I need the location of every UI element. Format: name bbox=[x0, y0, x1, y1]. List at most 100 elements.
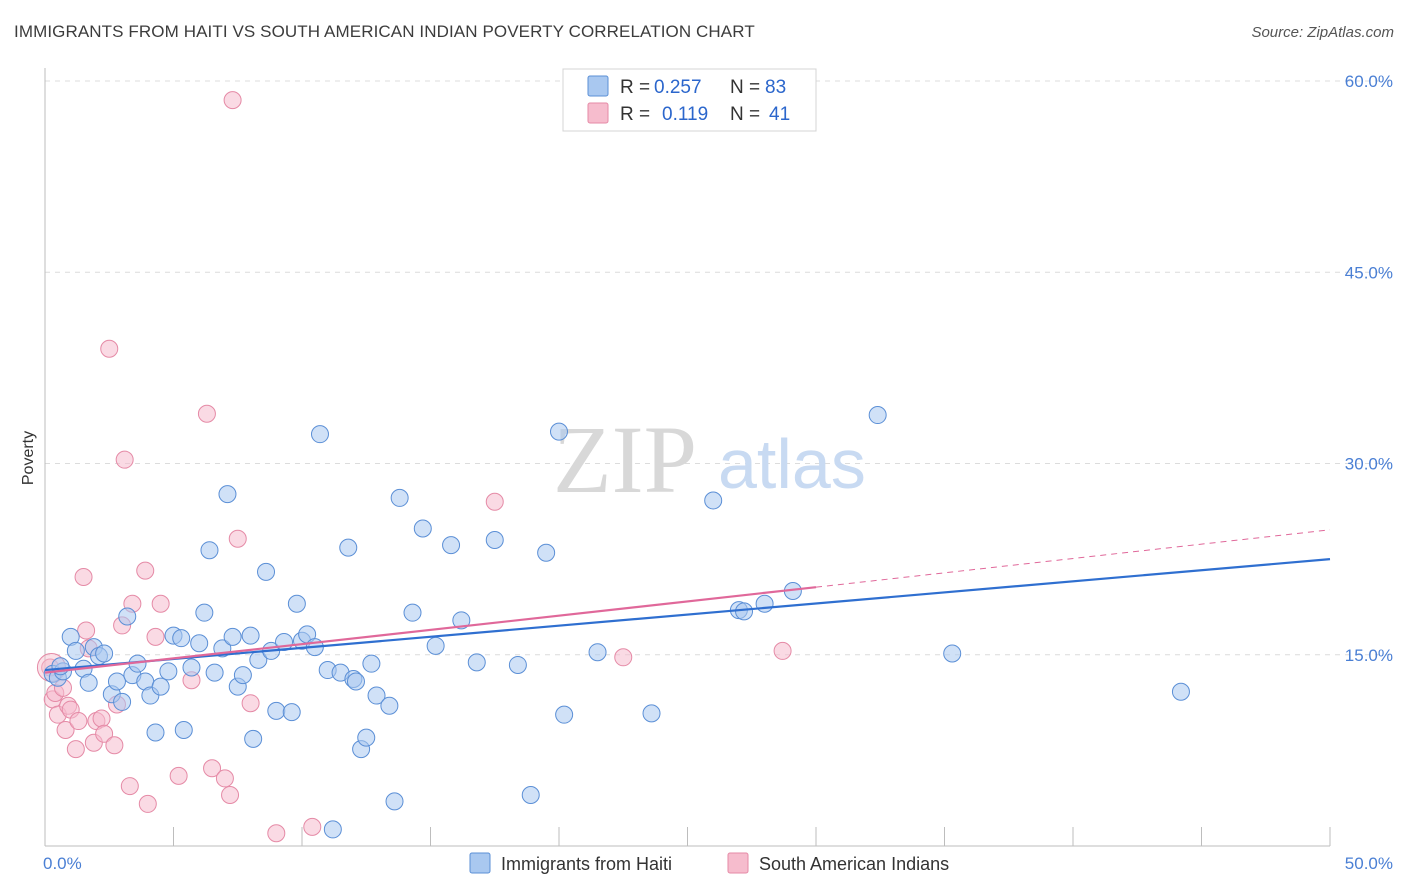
bottom-legend-label-1: Immigrants from Haiti bbox=[501, 854, 672, 874]
blue-point-42 bbox=[287, 594, 306, 613]
blue-point-27 bbox=[200, 541, 219, 560]
legend-r-label-1: R = bbox=[620, 77, 650, 98]
pink-point-21 bbox=[115, 450, 134, 469]
blue-point-18 bbox=[146, 723, 165, 742]
blue-point-76 bbox=[735, 602, 754, 621]
blue-point-13 bbox=[118, 607, 137, 626]
blue-point-41 bbox=[282, 703, 301, 722]
legend-r-value-2: 0.119 bbox=[662, 104, 708, 125]
pink-point-24 bbox=[136, 561, 155, 580]
blue-point-73 bbox=[642, 704, 661, 723]
blue-point-22 bbox=[172, 629, 191, 648]
blue-point-70 bbox=[550, 422, 568, 441]
pink-point-9 bbox=[69, 712, 88, 731]
blue-point-55 bbox=[362, 654, 381, 673]
trend-line-blue bbox=[44, 558, 1331, 672]
blue-point-35 bbox=[244, 729, 263, 748]
y-tick-label-2: 45.0% bbox=[1345, 263, 1393, 282]
pink-point-37 bbox=[303, 817, 322, 836]
blue-point-65 bbox=[467, 653, 486, 672]
blue-point-67 bbox=[508, 655, 527, 674]
legend-r-label-2: R = bbox=[620, 104, 650, 125]
blue-point-66 bbox=[485, 531, 504, 549]
pink-point-35 bbox=[241, 694, 260, 713]
x-tick-label-1: 50.0% bbox=[1345, 854, 1393, 873]
blue-point-23 bbox=[174, 720, 193, 739]
blue-point-34 bbox=[241, 626, 260, 645]
y-axis-label: Poverty bbox=[20, 431, 37, 485]
pink-point-5 bbox=[56, 720, 75, 739]
legend-r-value-1: 0.257 bbox=[654, 77, 702, 98]
blue-point-46 bbox=[310, 425, 329, 444]
blue-point-39 bbox=[267, 701, 286, 720]
blue-point-33 bbox=[233, 666, 252, 685]
y-tick-label-3: 60.0% bbox=[1345, 72, 1393, 91]
blue-point-50 bbox=[339, 538, 358, 557]
blue-point-30 bbox=[218, 485, 237, 504]
blue-point-58 bbox=[385, 792, 404, 811]
y-tick-label-0: 15.0% bbox=[1345, 646, 1393, 665]
bottom-legend-swatch-pink bbox=[727, 852, 749, 874]
blue-point-57 bbox=[380, 696, 399, 715]
pink-point-15 bbox=[92, 709, 111, 728]
pink-point-32 bbox=[215, 769, 234, 788]
pink-point-31 bbox=[203, 759, 222, 778]
blue-point-52 bbox=[346, 672, 365, 691]
blue-point-77 bbox=[755, 594, 774, 613]
blue-point-20 bbox=[159, 662, 178, 681]
bottom-legend-swatch-blue bbox=[469, 852, 491, 874]
x-tick-label-0: 0.0% bbox=[43, 854, 82, 873]
legend-swatch-pink bbox=[587, 102, 609, 124]
pink-point-10 bbox=[74, 567, 93, 586]
pink-point-34 bbox=[228, 529, 247, 548]
blue-point-80 bbox=[943, 644, 962, 663]
blue-point-74 bbox=[704, 491, 723, 510]
trend-lines bbox=[44, 529, 1331, 674]
blue-point-12 bbox=[113, 692, 132, 711]
blue-point-25 bbox=[190, 634, 209, 653]
pink-point-33 bbox=[221, 786, 240, 804]
legend-n-label-1: N = bbox=[730, 77, 760, 98]
pink-point-outlier bbox=[223, 91, 242, 110]
blue-point-28 bbox=[205, 663, 224, 682]
blue-point-48 bbox=[323, 820, 342, 839]
pink-point-22 bbox=[120, 777, 139, 796]
pink-point-26 bbox=[146, 627, 165, 646]
blue-point-26 bbox=[195, 603, 214, 622]
blue-point-72 bbox=[588, 643, 607, 662]
pink-point-36 bbox=[267, 824, 286, 843]
blue-point-69 bbox=[537, 543, 556, 562]
blue-point-79 bbox=[868, 406, 887, 425]
blue-point-24 bbox=[182, 658, 201, 677]
blue-point-71 bbox=[555, 705, 574, 724]
blue-point-37 bbox=[257, 562, 276, 581]
pink-point-17 bbox=[100, 339, 119, 358]
trend-line-pink-dashed bbox=[815, 529, 1331, 588]
blue-point-63 bbox=[442, 536, 461, 555]
pink-point-38 bbox=[485, 492, 504, 511]
blue-point-62 bbox=[426, 636, 445, 655]
legend-n-label-2: N = bbox=[730, 104, 760, 125]
y-tick-label-1: 30.0% bbox=[1345, 455, 1393, 474]
legend: R = 0.257 N = 83 R = 0.119 N = 41 bbox=[562, 68, 817, 132]
pink-point-8 bbox=[66, 740, 85, 759]
pink-point-39 bbox=[614, 648, 633, 667]
series-immigrants-from-haiti bbox=[43, 406, 1190, 839]
watermark-zip: ZIP bbox=[553, 406, 697, 513]
blue-point-11 bbox=[107, 672, 126, 691]
bottom-legend: Immigrants from Haiti South American Ind… bbox=[469, 852, 949, 874]
blue-point-31 bbox=[223, 627, 242, 646]
watermark-atlas: atlas bbox=[718, 425, 866, 503]
axes bbox=[44, 68, 1331, 847]
blue-point-59 bbox=[390, 488, 409, 507]
blue-point-9 bbox=[95, 644, 114, 663]
blue-point-81 bbox=[1171, 682, 1190, 701]
grid-lines bbox=[45, 80, 1393, 656]
pink-point-25 bbox=[138, 794, 157, 813]
blue-point-56 bbox=[367, 686, 386, 705]
trend-line-pink bbox=[44, 586, 817, 674]
blue-point-4 bbox=[66, 641, 85, 660]
blue-point-60 bbox=[403, 603, 422, 622]
pink-point-27 bbox=[151, 594, 170, 613]
